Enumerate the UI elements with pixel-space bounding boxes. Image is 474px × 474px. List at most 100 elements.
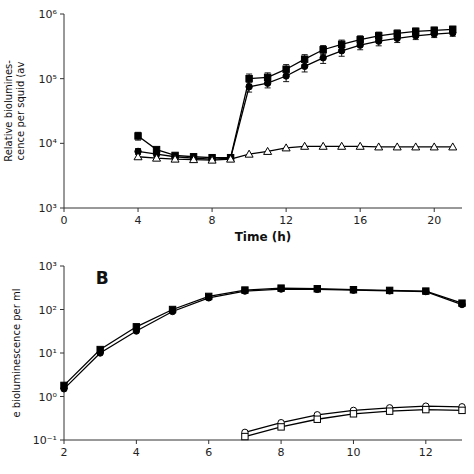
marker (246, 75, 252, 81)
marker (264, 80, 270, 86)
marker (314, 416, 320, 422)
marker (283, 73, 289, 79)
marker (135, 133, 141, 139)
error-bar-cap (283, 64, 289, 65)
marker (314, 286, 320, 292)
marker (386, 287, 392, 293)
y-tick-label: 10³ (39, 260, 57, 273)
marker (319, 142, 327, 149)
marker (423, 288, 429, 294)
marker (320, 47, 326, 53)
x-tick-label: 4 (135, 214, 142, 227)
series-line (138, 29, 453, 157)
y-tick-label: 10² (39, 304, 57, 317)
error-bar (265, 79, 271, 88)
marker (264, 147, 272, 154)
y-tick-label: 10⁶ (39, 8, 58, 21)
x-tick (208, 440, 209, 444)
error-bar-cap (135, 140, 141, 141)
panel: 04812162010³10⁴10⁵10⁶Time (h)Relative bi… (3, 8, 462, 244)
marker (97, 350, 103, 356)
error-bar (376, 37, 382, 46)
marker (301, 63, 307, 69)
marker (412, 143, 420, 150)
error-bar-cap (246, 74, 252, 75)
y-axis-label-line: Relative biolumines- (3, 60, 14, 162)
error-bar (246, 74, 252, 84)
marker (449, 143, 457, 150)
marker (134, 153, 142, 160)
marker (61, 386, 67, 392)
marker (227, 155, 233, 161)
x-tick-label: 8 (209, 214, 216, 227)
error-bar-cap (302, 61, 308, 62)
marker (209, 156, 215, 162)
y-tick-label: 10³ (39, 202, 57, 215)
marker (206, 295, 212, 301)
error-bar-cap (283, 81, 289, 82)
marker (350, 411, 356, 417)
marker (350, 287, 356, 293)
error-bar-cap (246, 92, 252, 93)
y-tick (60, 208, 64, 209)
marker (208, 156, 216, 163)
marker (301, 142, 309, 149)
error-bar-cap (339, 46, 345, 47)
series-line (245, 406, 462, 432)
error-bar (413, 32, 419, 39)
series-line (245, 410, 462, 437)
error-bar-cap (246, 82, 252, 83)
error-bar (320, 46, 326, 55)
error-bar-cap (394, 42, 400, 43)
x-tick (64, 440, 65, 444)
x-axis-line (64, 208, 462, 209)
x-tick (64, 208, 65, 212)
marker (375, 38, 381, 44)
x-tick-label: 6 (205, 446, 212, 459)
series (61, 285, 465, 389)
error-bar-cap (265, 87, 271, 88)
marker (375, 143, 383, 150)
marker (459, 407, 465, 413)
marker (242, 288, 248, 294)
x-tick-label: 2 (61, 446, 68, 459)
y-axis-label-line: cence per squid (av (15, 62, 26, 161)
x-tick (281, 440, 282, 444)
x-axis-line (64, 440, 462, 441)
series-line (138, 33, 453, 159)
marker (413, 33, 419, 39)
y-tick-label: 10⁰ (39, 391, 58, 404)
y-axis-label: e bioluminescence per ml (11, 288, 22, 417)
y-tick-label: 10⁻¹ (33, 434, 57, 447)
x-tick (434, 208, 435, 212)
y-axis-line (64, 14, 65, 208)
marker (393, 143, 401, 150)
marker (246, 84, 252, 90)
series-line (138, 146, 453, 160)
error-bar (283, 71, 289, 81)
marker (357, 42, 363, 48)
x-tick-label: 10 (346, 446, 360, 459)
x-tick-label: 0 (61, 214, 68, 227)
error-bar-cap (320, 53, 326, 54)
error-bar-cap (339, 40, 345, 41)
x-tick-label: 20 (427, 214, 441, 227)
series (242, 406, 465, 439)
marker (320, 55, 326, 61)
marker (423, 406, 429, 412)
marker (153, 154, 161, 161)
marker (242, 433, 248, 439)
error-bar (339, 46, 345, 56)
y-tick (60, 353, 64, 354)
marker (338, 142, 346, 149)
y-tick-label: 10⁴ (39, 137, 58, 150)
marker (394, 35, 400, 41)
x-tick (286, 208, 287, 212)
marker (301, 56, 307, 62)
y-axis-label: Relative biolumines-cence per squid (av (3, 60, 26, 162)
plot-area (134, 26, 457, 163)
marker (423, 288, 429, 294)
marker (245, 150, 253, 157)
x-tick (360, 208, 361, 212)
marker (278, 424, 284, 430)
